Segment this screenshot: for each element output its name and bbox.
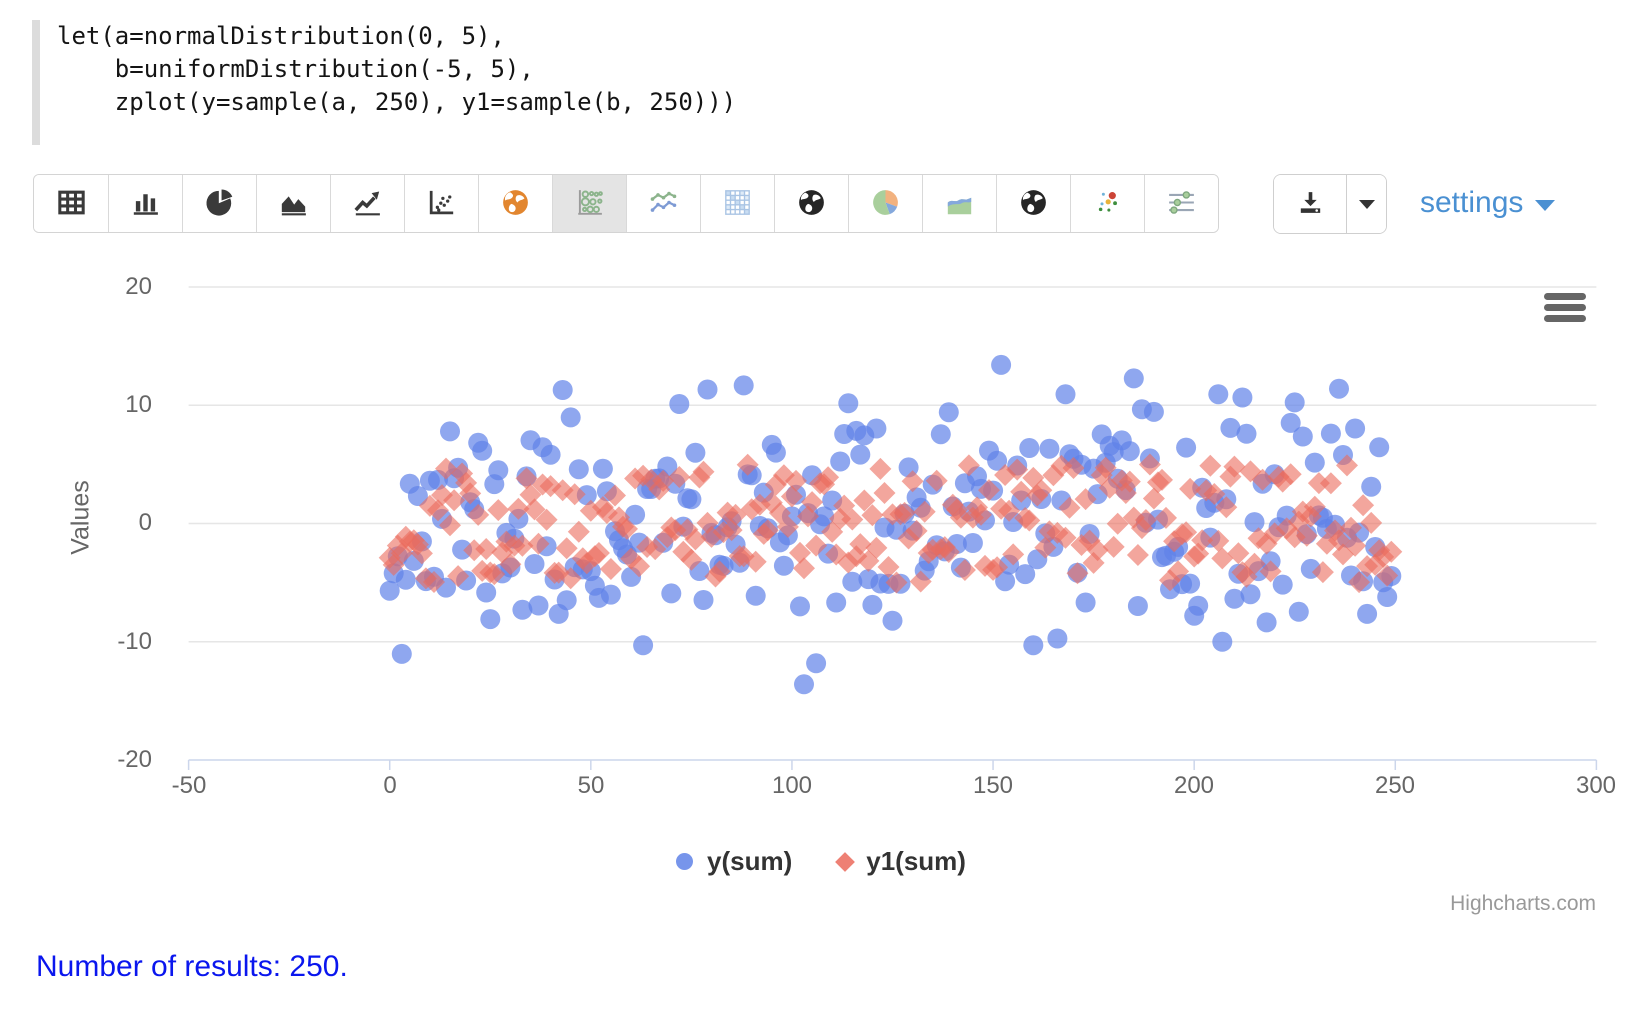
highcharts-scatter-chart: Values 20 10 0 -10 -20 -50 0 50 100 150 … — [0, 250, 1642, 945]
pie-chart-icon — [203, 186, 236, 222]
code-line: let(a=normalDistribution(0, 5), — [57, 22, 505, 50]
code-text: let(a=normalDistribution(0, 5), b=unifor… — [57, 20, 736, 119]
globe-dark-2-button[interactable] — [996, 175, 1070, 232]
scatter-colored-icon — [1091, 186, 1124, 222]
x-tick-label: -50 — [171, 772, 207, 799]
x-tick-label: 0 — [383, 772, 397, 799]
legend-item-y[interactable]: y(sum) — [676, 846, 792, 877]
scatter-plot-canvas — [187, 286, 1598, 770]
scatter-plot-button[interactable] — [404, 175, 478, 232]
matrix-chart-icon — [721, 186, 754, 222]
area-chart-icon — [277, 186, 310, 222]
y-tick-label: -10 — [117, 628, 152, 655]
table-button[interactable] — [34, 175, 108, 232]
pie-colored-icon — [869, 186, 902, 222]
globe-dark-button[interactable] — [774, 175, 848, 232]
chart-legend: y(sum) y1(sum) — [0, 846, 1642, 877]
y-tick-label: 0 — [138, 509, 152, 536]
settings-caret-icon — [1535, 199, 1556, 211]
y-tick-label: 20 — [125, 273, 152, 300]
bar-chart-icon — [129, 186, 162, 222]
bubble-chart-button[interactable] — [552, 175, 626, 232]
sliders-button[interactable] — [1144, 175, 1218, 232]
settings-link[interactable]: settings — [1420, 186, 1556, 220]
legend-label: y(sum) — [707, 846, 793, 876]
download-icon — [1295, 187, 1326, 221]
x-tick-label: 300 — [1575, 772, 1617, 799]
line-chart-button[interactable] — [330, 175, 404, 232]
download-button[interactable] — [1274, 175, 1346, 233]
caret-down-icon — [1358, 199, 1375, 209]
download-split-button — [1273, 174, 1387, 234]
hamburger-icon — [1544, 293, 1586, 300]
code-line: b=uniformDistribution(-5, 5), — [57, 55, 534, 83]
y-tick-label: -20 — [117, 746, 152, 773]
chart-context-menu-button[interactable] — [1544, 293, 1586, 326]
bar-chart-button[interactable] — [108, 175, 182, 232]
legend-diamond-marker-icon — [835, 851, 856, 872]
table-icon — [55, 186, 88, 222]
matrix-chart-button[interactable] — [700, 175, 774, 232]
sliders-icon — [1165, 186, 1198, 222]
globe-dark-icon — [795, 186, 828, 222]
area-colored-icon — [943, 186, 976, 222]
line-chart-icon — [351, 186, 384, 222]
legend-label: y1(sum) — [866, 846, 966, 876]
map-globe-orange-icon — [499, 186, 532, 222]
legend-item-y1[interactable]: y1(sum) — [835, 846, 966, 877]
x-tick-label: 100 — [771, 772, 813, 799]
pie-colored-button[interactable] — [848, 175, 922, 232]
x-tick-label: 200 — [1173, 772, 1215, 799]
area-chart-button[interactable] — [256, 175, 330, 232]
x-tick-label: 250 — [1374, 772, 1416, 799]
map-globe-button[interactable] — [478, 175, 552, 232]
scatter-plot-icon — [425, 186, 458, 222]
multi-line-chart-button[interactable] — [626, 175, 700, 232]
bubble-chart-icon — [573, 186, 606, 222]
scatter-colored-button[interactable] — [1070, 175, 1144, 232]
code-gutter-bar — [32, 20, 40, 145]
settings-label: settings — [1420, 186, 1524, 219]
area-colored-button[interactable] — [922, 175, 996, 232]
highcharts-credit-link[interactable]: Highcharts.com — [1450, 892, 1596, 915]
x-tick-label: 50 — [577, 772, 605, 799]
code-line: zplot(y=sample(a, 250), y1=sample(b, 250… — [57, 88, 737, 116]
y-tick-label: 10 — [125, 391, 152, 418]
download-options-button[interactable] — [1346, 175, 1386, 233]
pie-chart-button[interactable] — [182, 175, 256, 232]
x-tick-label: 150 — [972, 772, 1014, 799]
legend-circle-marker-icon — [676, 853, 694, 870]
globe-dark-2-icon — [1017, 186, 1050, 222]
multi-line-chart-icon — [647, 186, 680, 222]
results-count-text: Number of results: 250. — [36, 950, 348, 983]
chart-type-toolbar — [33, 174, 1219, 233]
